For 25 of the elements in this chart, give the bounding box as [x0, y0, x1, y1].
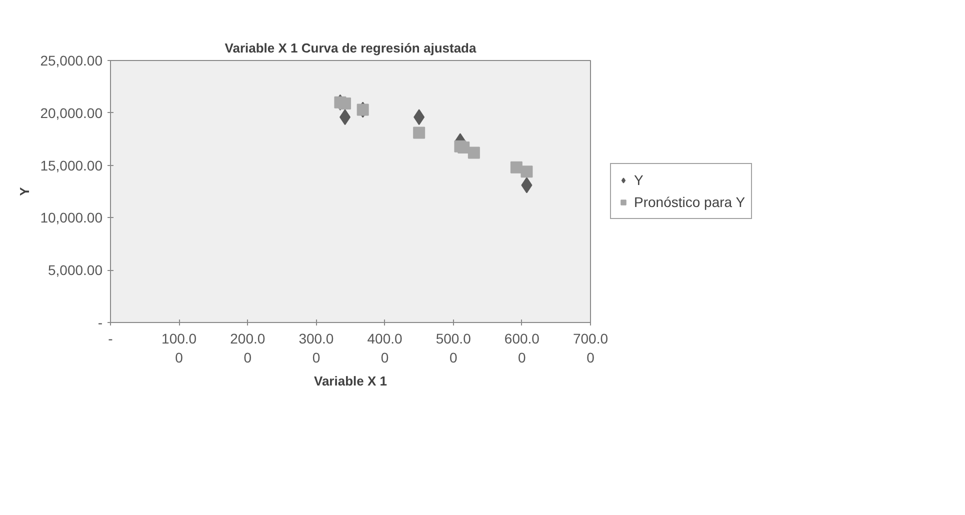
legend-label: Y	[634, 172, 644, 188]
point	[520, 166, 533, 178]
y-tick-label: 25,000.00	[40, 52, 103, 68]
x-tick-label: -	[108, 330, 114, 346]
x-tick-label: 200.00	[230, 330, 266, 366]
y-tick-label: 10,000.00	[40, 210, 103, 226]
y-axis-title: Y	[17, 186, 32, 196]
point	[510, 161, 522, 174]
legend-label: Pronóstico para Y	[634, 194, 746, 210]
x-tick-label: 600.00	[504, 330, 540, 366]
x-tick-label: 300.00	[298, 330, 334, 366]
y-tick-label: 20,000.00	[40, 104, 103, 121]
point	[468, 146, 480, 159]
point	[339, 97, 352, 110]
chart-title: Variable X 1 Curva de regresión ajustada	[224, 40, 477, 56]
x-tick-label: 700.00	[572, 330, 608, 366]
y-tick-label: 15,000.00	[40, 157, 103, 174]
x-tick-label: 100.00	[162, 330, 197, 366]
point	[413, 126, 426, 139]
x-tick-label: 500.00	[436, 330, 472, 366]
y-tick-label: -	[98, 314, 103, 330]
point	[458, 141, 470, 154]
x-tick-label: 400.00	[367, 330, 403, 366]
y-tick-label: 5,000.00	[48, 262, 103, 278]
x-axis-title: Variable X 1	[314, 374, 388, 389]
